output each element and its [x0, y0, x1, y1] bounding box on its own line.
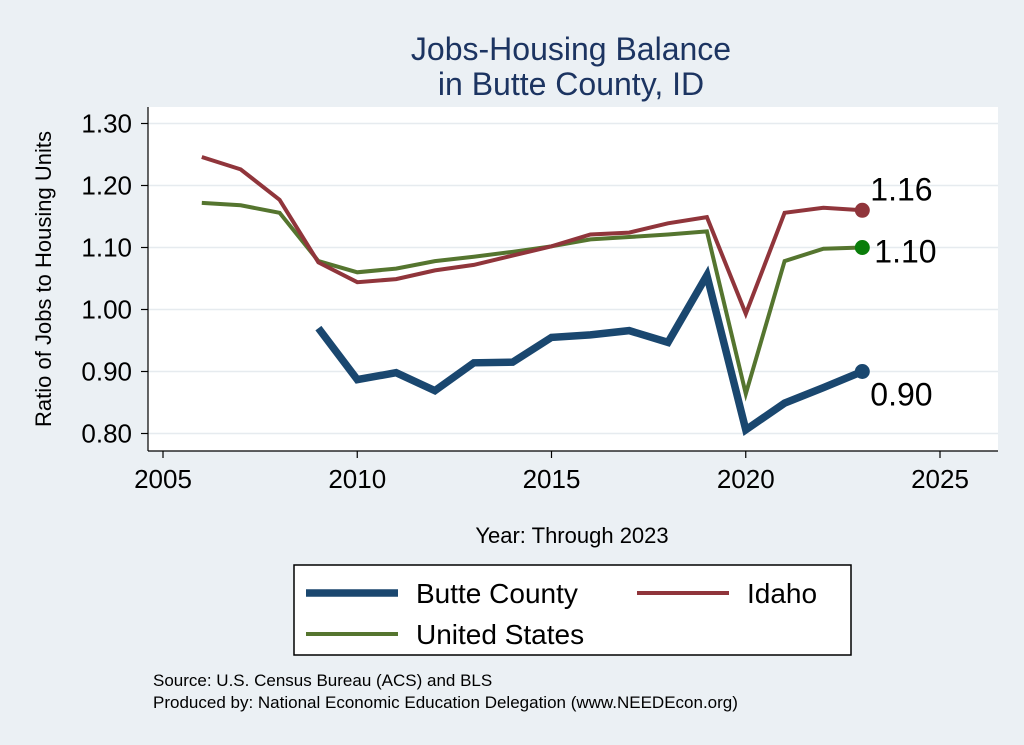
- end-point-idaho: [854, 202, 870, 218]
- chart-title-line-2: in Butte County, ID: [438, 66, 704, 102]
- x-tick-label: 2015: [523, 464, 581, 494]
- legend-label-united-states: United States: [416, 619, 584, 650]
- legend-label-idaho: Idaho: [747, 578, 817, 609]
- x-tick-label: 2005: [134, 464, 192, 494]
- series-line-idaho: [201, 155, 863, 320]
- x-tick-label: 2010: [328, 464, 386, 494]
- x-tick-label: 2020: [717, 464, 775, 494]
- legend: Butte County Idaho United States: [293, 564, 852, 656]
- y-tick-label: 1.10: [81, 233, 132, 263]
- end-point-united-states: [854, 240, 870, 255]
- series-line-butte-county: [315, 265, 864, 436]
- end-label-idaho: 1.16: [870, 171, 932, 207]
- plot-area: [148, 107, 998, 451]
- legend-label-butte-county: Butte County: [416, 578, 578, 609]
- legend-box: [293, 564, 852, 656]
- y-tick-label: 0.90: [81, 357, 132, 387]
- source-note: Source: U.S. Census Bureau (ACS) and BLS: [153, 671, 492, 690]
- axes: 0.80 0.90 1.00 1.10 1.20 1.30 2005 2010 2015 2020…: [81, 107, 998, 494]
- chart-title-line-1: Jobs-Housing Balance: [411, 31, 731, 67]
- end-label-united-states: 1.10: [874, 234, 936, 270]
- x-axis-title: Year: Through 2023: [475, 523, 668, 548]
- series: [201, 155, 870, 436]
- end-point-butte-county: [854, 364, 870, 379]
- producer-note: Produced by: National Economic Education…: [153, 693, 738, 712]
- end-label-butte-county: 0.90: [870, 377, 932, 413]
- y-tick-label: 1.00: [81, 295, 132, 325]
- y-tick-label: 1.20: [81, 171, 132, 201]
- gridlines: [148, 122, 998, 435]
- y-tick-label: 0.80: [81, 419, 132, 449]
- y-tick-label: 1.30: [81, 109, 132, 139]
- x-tick-label: 2025: [911, 464, 969, 494]
- y-axis-title: Ratio of Jobs to Housing Units: [31, 131, 56, 427]
- end-labels: 1.10 1.16 0.90: [870, 171, 936, 412]
